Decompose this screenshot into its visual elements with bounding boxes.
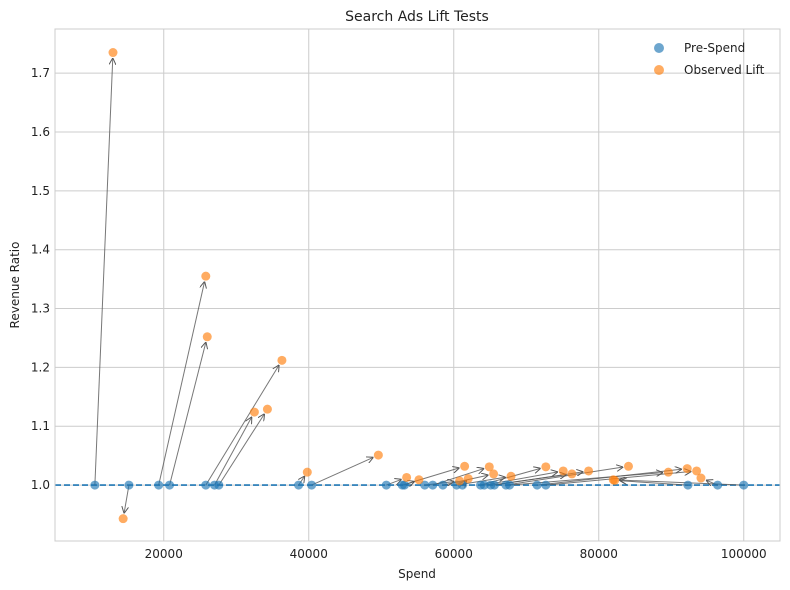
pre-spend-point	[489, 480, 499, 490]
lift-arrow	[537, 469, 681, 486]
pre-spend-point	[294, 480, 304, 490]
lift-arrow	[621, 481, 688, 486]
observed-lift-point	[302, 467, 312, 477]
observed-lift-point	[460, 461, 470, 471]
observed-lift-point	[567, 469, 577, 479]
pre-spend-point	[505, 480, 515, 490]
observed-lift-point	[373, 450, 383, 460]
observed-lift-point	[463, 474, 473, 484]
pre-spend-point	[201, 480, 211, 490]
pre-spend-point	[214, 480, 224, 490]
observed-lift-point	[402, 472, 412, 482]
y-tick-label: 1.2	[31, 360, 50, 374]
legend-label-observed-lift: Observed Lift	[684, 63, 765, 77]
lift-arrow	[124, 485, 130, 513]
observed-lift-point	[692, 466, 702, 476]
observed-lift-point	[541, 462, 551, 472]
pre-spend-point	[124, 480, 134, 490]
observed-lift-point	[484, 462, 494, 472]
plot-background	[55, 29, 780, 541]
pre-spend-point	[438, 480, 448, 490]
pre-spend-point	[479, 480, 489, 490]
observed-lift-point	[608, 475, 618, 485]
lift-arrow	[94, 59, 113, 486]
observed-lift-point	[202, 332, 212, 342]
pre-spend-point	[713, 480, 723, 490]
lift-arrow	[505, 467, 623, 486]
pre-spend-point	[683, 480, 693, 490]
lift-arrow	[169, 343, 206, 486]
pre-spend-point	[307, 480, 317, 490]
observed-lift-point	[623, 461, 633, 471]
observed-lift-point	[249, 407, 259, 417]
observed-lift-point	[262, 404, 272, 414]
legend: Pre-Spend Observed Lift	[654, 41, 765, 77]
observed-lift-point	[682, 464, 692, 474]
x-tick-label: 100000	[721, 547, 767, 561]
lift-arrow	[205, 365, 279, 486]
x-tick-label: 60000	[435, 547, 473, 561]
y-tick-label: 1.6	[31, 125, 50, 139]
observed-lift-point	[584, 466, 594, 476]
pre-spend-point	[532, 480, 542, 490]
pre-spend-point	[541, 480, 551, 490]
observed-lift-point	[663, 467, 673, 477]
y-tick-label: 1.4	[31, 243, 50, 257]
lift-arrow	[214, 417, 252, 486]
pre-spend-point	[739, 480, 749, 490]
chart-title: Search Ads Lift Tests	[345, 9, 489, 25]
pre-spend-point	[154, 480, 164, 490]
observed-lift-point	[696, 473, 706, 483]
plot-frame	[54, 28, 781, 542]
pre-spend-point	[90, 480, 100, 490]
y-tick-label: 1.0	[31, 478, 50, 492]
observed-lift-point	[558, 466, 568, 476]
pre-spend-points	[90, 480, 749, 490]
pre-spend-point	[381, 480, 391, 490]
observed-lift-point	[414, 475, 424, 485]
x-tick-labels: 20000 40000 60000 80000 100000	[145, 547, 767, 561]
observed-lift-point	[108, 48, 118, 58]
observed-lift-point	[506, 471, 516, 481]
y-tick-label: 1.5	[31, 184, 50, 198]
observed-lift-point	[201, 271, 211, 281]
pre-spend-point	[428, 480, 438, 490]
lift-arrow	[311, 458, 373, 486]
observed-lift-points	[108, 48, 706, 524]
pre-spend-point	[399, 480, 409, 490]
pre-spend-point	[165, 480, 175, 490]
y-tick-label: 1.1	[31, 419, 50, 433]
legend-marker-observed-lift	[654, 65, 664, 75]
x-tick-label: 40000	[290, 547, 328, 561]
lift-arrow	[218, 414, 264, 486]
observed-lift-point	[455, 476, 465, 486]
observed-lift-point	[118, 514, 128, 524]
legend-marker-pre-spend	[654, 43, 664, 53]
y-axis-label: Revenue Ratio	[8, 242, 22, 329]
x-tick-label: 20000	[145, 547, 183, 561]
pre-spend-point	[420, 480, 430, 490]
lift-arrow	[158, 282, 205, 486]
y-tick-label: 1.7	[31, 66, 50, 80]
legend-label-pre-spend: Pre-Spend	[684, 41, 745, 55]
y-tick-labels: 1.0 1.1 1.2 1.3 1.4 1.5 1.6 1.7	[31, 66, 50, 492]
y-tick-label: 1.3	[31, 302, 50, 316]
x-axis-label: Spend	[398, 567, 436, 581]
grid	[55, 29, 780, 541]
observed-lift-point	[277, 355, 287, 365]
observed-lift-point	[489, 469, 499, 479]
x-tick-label: 80000	[580, 547, 618, 561]
lift-arrow	[619, 480, 744, 486]
